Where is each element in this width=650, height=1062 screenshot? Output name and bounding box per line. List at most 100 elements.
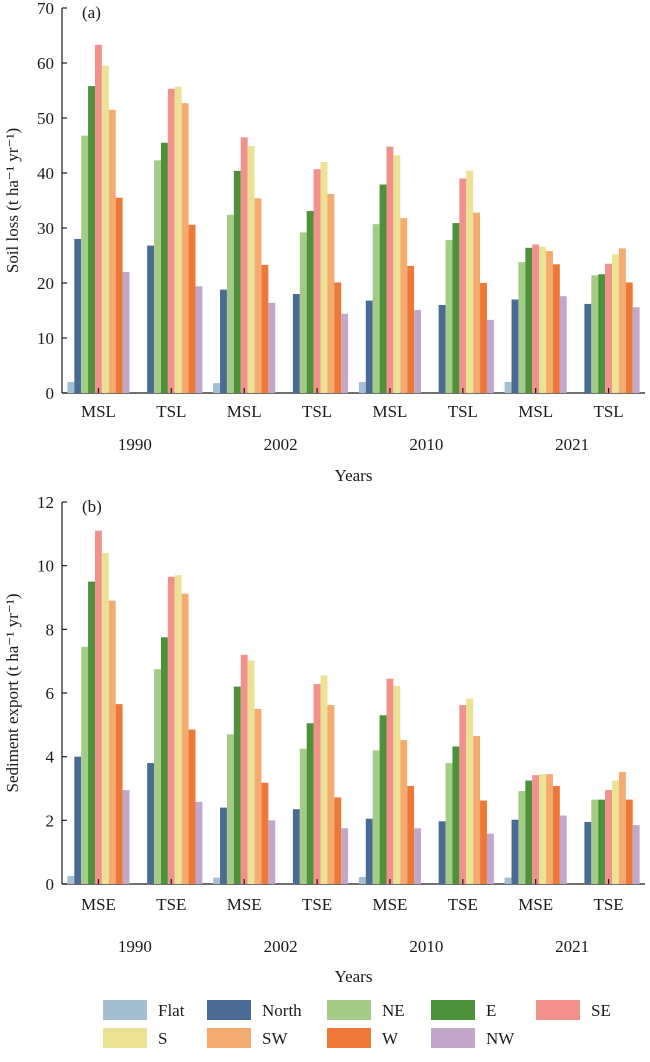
group-label: 2010 [409, 937, 443, 956]
legend-label: NW [486, 1029, 515, 1048]
bar-e [88, 581, 95, 884]
group-label: 1990 [118, 435, 152, 454]
legend-item-w: W [327, 1028, 399, 1048]
group-label: 1990 [118, 937, 152, 956]
bar-sw [181, 593, 189, 884]
bar-e [160, 142, 168, 393]
bar-s [101, 65, 109, 393]
bar-s [466, 698, 474, 884]
bar-north [147, 245, 155, 393]
bar-ne [81, 135, 89, 393]
bar-flat [213, 877, 221, 884]
bar-sw [546, 774, 553, 884]
legend-item-nw: NW [431, 1028, 515, 1048]
y-tick-label: 60 [37, 54, 54, 73]
legend: Flat North NE E SE S SW W NW [103, 1000, 611, 1048]
bar-s [539, 774, 547, 884]
bar-se [532, 244, 540, 393]
bar-se [240, 137, 248, 393]
bar-flat [504, 382, 512, 393]
bar-flat [213, 383, 221, 393]
y-tick-label: 10 [37, 329, 54, 348]
x-tick-label: MSL [372, 402, 407, 421]
bar-ne [591, 275, 599, 393]
bar-ne [81, 646, 89, 884]
bar-s [247, 146, 255, 393]
bar-se [386, 146, 394, 393]
bar-se [605, 263, 613, 393]
x-tick-label: TSE [593, 895, 623, 914]
bar-w [625, 799, 633, 884]
bar-nw [195, 801, 203, 884]
bar-s [320, 675, 328, 884]
x-tick-label: TSE [302, 895, 332, 914]
bar-north [584, 303, 592, 393]
bar-sw [254, 708, 262, 884]
x-axis-title: Years [335, 466, 373, 485]
legend-label: North [262, 1001, 302, 1020]
y-axis-title: Soil loss (t ha⁻¹ yr⁻¹) [3, 128, 22, 273]
bar-flat [67, 382, 75, 393]
legend-swatch [327, 1028, 371, 1048]
bar-se [94, 530, 102, 884]
legend-swatch [103, 1028, 147, 1048]
bar-ne [154, 669, 161, 884]
bar-s [174, 575, 182, 884]
bar-ne [299, 232, 307, 393]
bar-e [379, 184, 387, 393]
bar-ne [518, 262, 526, 393]
bar-w [188, 224, 196, 393]
bar-e [452, 223, 460, 393]
bar-north [292, 294, 300, 393]
bar-nw [632, 307, 640, 393]
panel-label: (a) [82, 3, 101, 22]
bar-ne [226, 214, 234, 393]
bar-w [480, 283, 487, 393]
bar-w [115, 197, 123, 393]
bar-w [407, 785, 415, 884]
bar-w [188, 729, 196, 884]
bar-s [539, 246, 547, 393]
bar-se [313, 169, 321, 393]
x-tick-label: MSL [518, 402, 553, 421]
bar-w [261, 782, 269, 884]
bar-nw [341, 313, 349, 393]
y-tick-label: 0 [46, 384, 55, 403]
bar-w [480, 800, 487, 884]
bar-w [115, 704, 123, 884]
bar-sw [400, 218, 408, 393]
bar-sw [473, 735, 481, 884]
x-tick-label: TSL [302, 402, 332, 421]
y-tick-label: 50 [37, 109, 54, 128]
y-tick-label: 4 [46, 748, 55, 767]
bar-nw [486, 319, 494, 393]
x-tick-label: MSE [227, 895, 262, 914]
x-tick-label: MSE [518, 895, 553, 914]
bar-s [393, 685, 401, 884]
bar-ne [372, 750, 380, 884]
y-tick-label: 6 [46, 684, 55, 703]
bar-north [292, 809, 300, 884]
bar-nw [632, 825, 640, 884]
bar-sw [108, 600, 116, 884]
bar-nw [268, 302, 276, 393]
bar-s [612, 254, 619, 393]
legend-item-s: S [103, 1028, 167, 1048]
bar-flat [358, 382, 366, 393]
bar-e [306, 723, 314, 884]
bar-w [334, 282, 342, 393]
x-tick-label: TSL [593, 402, 623, 421]
bar-se [605, 790, 613, 884]
y-tick-label: 10 [37, 557, 54, 576]
bar-s [247, 660, 255, 884]
legend-label: Flat [158, 1001, 185, 1020]
bar-e [233, 686, 241, 884]
bar-ne [226, 734, 234, 884]
bar-w [334, 797, 342, 884]
legend-swatch [431, 1000, 475, 1020]
legend-item-e: E [431, 1000, 496, 1020]
bar-sw [327, 193, 335, 393]
bar-nw [195, 286, 203, 393]
bar-north [365, 300, 373, 393]
